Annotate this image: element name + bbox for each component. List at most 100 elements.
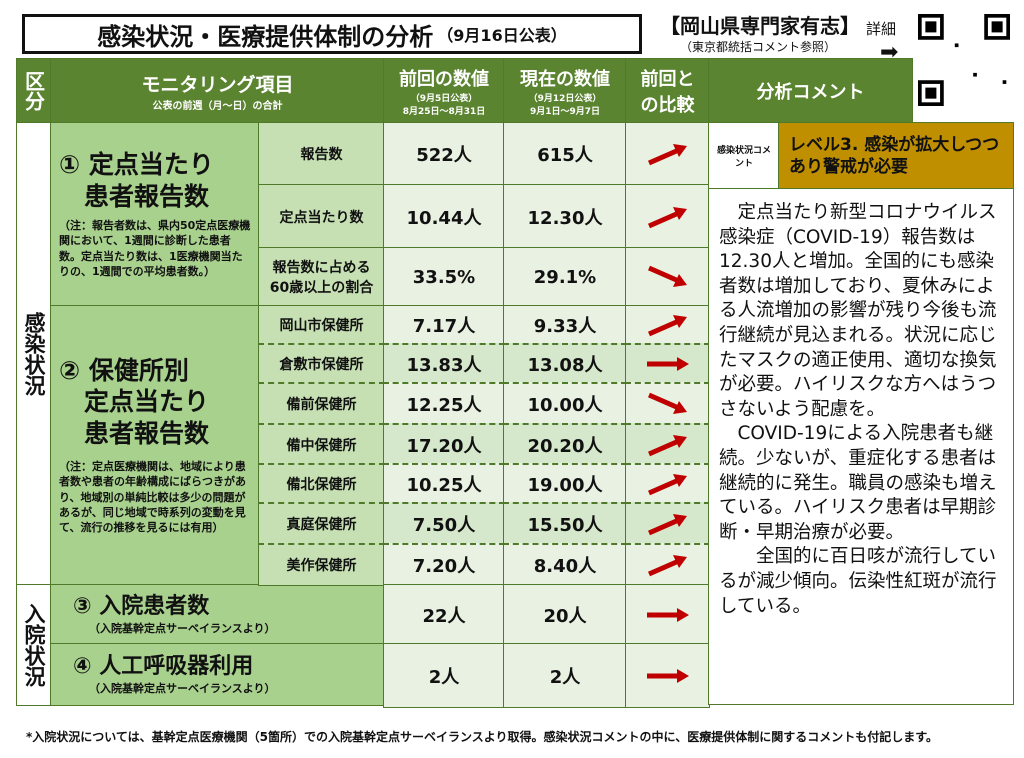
col-prev-note: （9月5日公表） [410, 94, 478, 104]
group-sentinel-reports: ① 定点当たり 患者報告数 （注：報告者数は、県内50定点医療機関において、1週間… [50, 122, 260, 307]
row-label: 美作保健所 [258, 543, 385, 586]
prev-value: 7.17人 [383, 305, 505, 345]
current-value: 20.20人 [503, 423, 627, 465]
group-title: ③ 入院患者数 [73, 594, 210, 620]
prev-value: 7.50人 [383, 502, 505, 545]
comment-paragraph: 全国的に百日咳が流行しているが減少傾向。伝染性紅斑が流行している。 [719, 546, 997, 617]
current-value: 20人 [503, 584, 627, 645]
current-value: 12.30人 [503, 184, 627, 249]
prev-value: 33.5% [383, 247, 505, 307]
col-prev-label: 前回の数値 [399, 69, 489, 90]
col-curr-range: 9月1日～9月7日 [529, 107, 601, 117]
col-item: モニタリング項目公表の前週（月～日）の合計 [50, 58, 385, 124]
prev-value: 522人 [383, 122, 505, 186]
trend-up-arrow-icon [647, 514, 687, 536]
prev-value: 22人 [383, 584, 505, 645]
prev-value: 10.44人 [383, 184, 505, 249]
row-label: 備前保健所 [258, 382, 385, 425]
current-value: 2人 [503, 643, 627, 708]
group-title: ② 保健所別 定点当たり 患者報告数 [59, 356, 210, 448]
trend-flat-arrow-icon [646, 607, 689, 622]
section-infection: 感染状況 [16, 122, 52, 586]
trend-up-arrow-icon [647, 474, 687, 496]
trend-down-arrow-icon [647, 265, 687, 287]
col-curr: 現在の数値 （9月12日公表） 9月1日～9月7日 [503, 58, 627, 124]
source-note: （東京都統括コメント参照） [680, 40, 837, 54]
trend-cell [625, 122, 710, 186]
group-note: （入院基幹定点サーベイランスより） [89, 681, 276, 695]
col-compare: 前回との比較 [625, 58, 710, 124]
comment-paragraph: 定点当たり新型コロナウイルス感染症（COVID-19）報告数は12.30人と増加… [719, 202, 997, 420]
group-health-center: ② 保健所別 定点当たり 患者報告数 （注：定点医療機関は、地域により患者数や患者… [50, 305, 260, 586]
prev-value: 10.25人 [383, 463, 505, 504]
trend-cell [625, 247, 710, 307]
comment-label: 感染状況コメント [708, 122, 780, 190]
trend-up-arrow-icon [647, 315, 687, 337]
trend-down-arrow-icon [647, 392, 687, 414]
source-label: 【岡山県専門家有志】 [660, 14, 860, 38]
col-prev: 前回の数値 （9月5日公表） 8月25日～8月31日 [383, 58, 505, 124]
prev-value: 2人 [383, 643, 505, 708]
current-value: 615人 [503, 122, 627, 186]
row-label: 報告数に占める60歳以上の割合 [258, 247, 385, 307]
row-label: 定点当たり数 [258, 184, 385, 249]
prev-value: 17.20人 [383, 423, 505, 465]
col-comment: 分析コメント [708, 58, 913, 124]
level-badge: レベル3. 感染が拡大しつつあり警戒が必要 [778, 122, 1014, 190]
trend-cell [625, 305, 710, 345]
row-label: 報告数 [258, 122, 385, 186]
trend-cell [625, 502, 710, 545]
row-label: 備北保健所 [258, 463, 385, 504]
section-hospital: 入院状況 [16, 584, 52, 706]
title-text: 感染状況・医療提供体制の分析 [97, 22, 434, 51]
footnote: *入院状況については、基幹定点医療機関（5箇所）での入院基幹定点サーベイランスよ… [26, 730, 938, 744]
col-category: 区分 [16, 58, 52, 124]
current-value: 8.40人 [503, 543, 627, 586]
trend-cell [625, 543, 710, 586]
trend-up-arrow-icon [647, 144, 687, 166]
trend-up-arrow-icon [647, 434, 687, 456]
group-note: （注：定点医療機関は、地域により患者数や患者の年齢構成にばらつきがあり、地域別の… [59, 459, 246, 535]
row-label: 倉敷市保健所 [258, 343, 385, 384]
current-value: 10.00人 [503, 382, 627, 425]
trend-cell [625, 343, 710, 384]
group-ventilator: ④ 人工呼吸器利用 （入院基幹定点サーベイランスより） [50, 643, 385, 706]
group-title: ④ 人工呼吸器利用 [73, 654, 254, 680]
group-note: （入院基幹定点サーベイランスより） [89, 621, 276, 635]
prev-value: 13.83人 [383, 343, 505, 384]
title-date: （9月16日公表） [437, 26, 567, 45]
trend-cell [625, 584, 710, 645]
qr-code[interactable] [918, 14, 1010, 106]
col-item-label: モニタリング項目 [141, 74, 294, 96]
trend-cell [625, 382, 710, 425]
prev-value: 12.25人 [383, 382, 505, 425]
page-title: 感染状況・医療提供体制の分析 （9月16日公表） [22, 14, 642, 54]
trend-flat-arrow-icon [646, 668, 689, 683]
current-value: 19.00人 [503, 463, 627, 504]
trend-up-arrow-icon [647, 555, 687, 577]
trend-cell [625, 184, 710, 249]
trend-flat-arrow-icon [646, 357, 689, 371]
comment-paragraph: COVID-19による入院患者も継続。少ないが、重症化する患者は継続的に発生。職… [719, 423, 997, 543]
row-label: 真庭保健所 [258, 502, 385, 545]
current-value: 15.50人 [503, 502, 627, 545]
current-value: 9.33人 [503, 305, 627, 345]
prev-value: 7.20人 [383, 543, 505, 586]
col-prev-range: 8月25日～8月31日 [402, 107, 486, 117]
col-item-note: 公表の前週（月～日）の合計 [152, 101, 283, 112]
current-value: 13.08人 [503, 343, 627, 384]
group-title: ① 定点当たり 患者報告数 [59, 150, 214, 211]
detail-link[interactable]: 詳細 [866, 20, 897, 38]
trend-cell [625, 423, 710, 465]
trend-cell [625, 643, 710, 708]
row-label: 岡山市保健所 [258, 305, 385, 345]
current-value: 29.1% [503, 247, 627, 307]
group-note: （注：報告者数は、県内50定点医療機関において、1週間に診断した患者数。定点当た… [59, 218, 251, 279]
group-inpatients: ③ 入院患者数 （入院基幹定点サーベイランスより） [50, 584, 385, 645]
trend-cell [625, 463, 710, 504]
row-label: 備中保健所 [258, 423, 385, 465]
col-curr-label: 現在の数値 [520, 69, 610, 90]
trend-up-arrow-icon [647, 206, 687, 228]
col-curr-note: （9月12日公表） [528, 94, 602, 104]
analysis-comment: 定点当たり新型コロナウイルス感染症（COVID-19）報告数は12.30人と増加… [708, 188, 1014, 705]
